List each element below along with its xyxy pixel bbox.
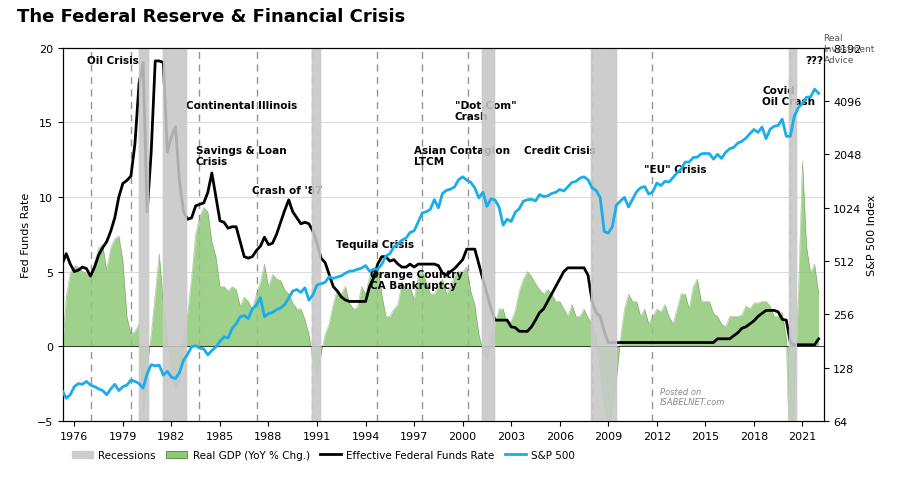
Bar	[140, 48, 148, 421]
Text: Crash of '87: Crash of '87	[252, 185, 323, 196]
Text: Continental Illinois: Continental Illinois	[186, 101, 297, 110]
Bar	[140, 48, 148, 421]
Bar	[789, 48, 796, 421]
Text: "Dot.Com"
Crash: "Dot.Com" Crash	[454, 101, 517, 122]
Text: Oil Crisis: Oil Crisis	[87, 56, 140, 66]
Text: Orange Country
CA Bankruptcy: Orange Country CA Bankruptcy	[371, 269, 464, 290]
Bar	[311, 48, 320, 421]
Legend: Recessions, Real GDP (YoY % Chg.), Effective Federal Funds Rate, S&P 500: Recessions, Real GDP (YoY % Chg.), Effec…	[68, 446, 579, 464]
Bar	[482, 48, 494, 421]
Text: Posted on
ISABELNET.com: Posted on ISABELNET.com	[660, 387, 725, 406]
Text: "EU" Crisis: "EU" Crisis	[644, 165, 706, 175]
Text: Tequila Crisis: Tequila Crisis	[337, 239, 415, 249]
Bar	[311, 48, 320, 421]
Text: Credit Crisis: Credit Crisis	[524, 145, 596, 155]
Bar	[482, 48, 494, 421]
Bar	[789, 48, 796, 421]
Text: Asian Contagion
LTCM: Asian Contagion LTCM	[414, 145, 510, 167]
Y-axis label: Fed Funds Rate: Fed Funds Rate	[22, 192, 32, 277]
Text: The Federal Reserve & Financial Crisis: The Federal Reserve & Financial Crisis	[17, 8, 406, 26]
Bar	[163, 48, 186, 421]
Bar	[590, 48, 616, 421]
Text: Savings & Loan
Crisis: Savings & Loan Crisis	[195, 145, 286, 167]
Y-axis label: S&P 500 Index: S&P 500 Index	[868, 194, 878, 275]
Text: ???: ???	[806, 56, 824, 66]
Bar	[590, 48, 616, 421]
Bar	[163, 48, 186, 421]
Text: Covid
Oil Crash: Covid Oil Crash	[762, 86, 815, 107]
Text: Real
Investment
Advice: Real Investment Advice	[824, 34, 875, 65]
